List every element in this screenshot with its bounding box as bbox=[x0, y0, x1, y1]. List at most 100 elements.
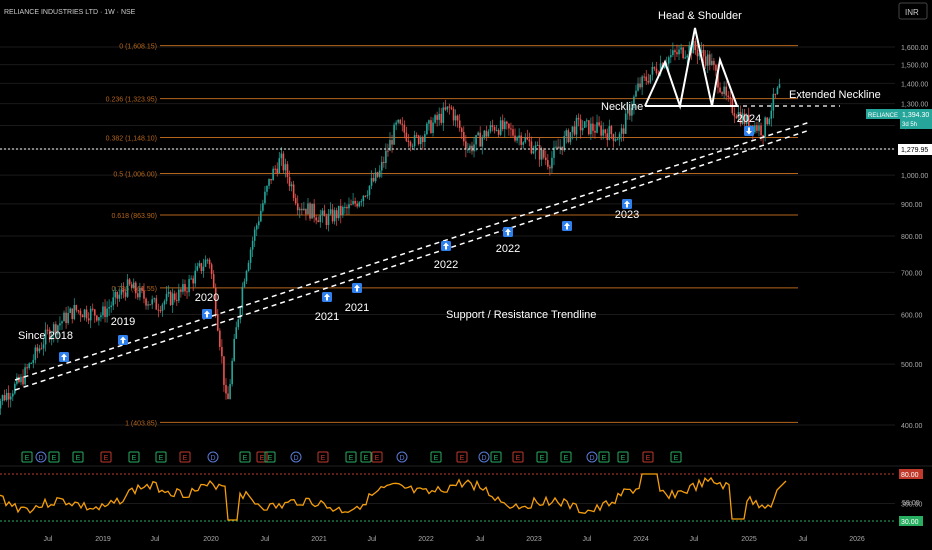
candle-body bbox=[405, 132, 408, 141]
candle-body bbox=[485, 130, 488, 137]
candle-body bbox=[266, 185, 268, 192]
candle-body bbox=[14, 383, 16, 394]
head-shoulder-label: Head & Shoulder bbox=[658, 10, 742, 22]
candle-body bbox=[301, 208, 303, 211]
event-marker[interactable]: D bbox=[290, 451, 302, 463]
candle-body bbox=[772, 93, 775, 111]
candle-body bbox=[22, 376, 24, 385]
candle-body bbox=[46, 329, 49, 331]
candle-body bbox=[538, 145, 541, 160]
candle-body bbox=[571, 126, 574, 133]
event-marker[interactable]: E bbox=[490, 451, 502, 463]
price-tick-label: 300.00 bbox=[901, 501, 923, 508]
event-marker[interactable]: E bbox=[536, 451, 548, 463]
candle-body bbox=[231, 360, 233, 385]
candle-body bbox=[663, 64, 666, 69]
price-tick-label: 1,600.00 bbox=[901, 45, 928, 52]
event-marker[interactable]: E bbox=[617, 451, 629, 463]
candle-body bbox=[350, 204, 352, 206]
candle-body bbox=[212, 274, 215, 288]
candle-body bbox=[319, 215, 322, 223]
last-price-tag: RELIANCE 1,394.30 3d 5h bbox=[866, 109, 932, 129]
candle-body bbox=[419, 137, 422, 145]
event-marker[interactable]: E bbox=[456, 451, 468, 463]
candle-body bbox=[559, 146, 561, 149]
event-marker[interactable]: E bbox=[256, 451, 268, 463]
event-marker[interactable]: E bbox=[48, 451, 60, 463]
candle-body bbox=[600, 125, 602, 136]
candle-body bbox=[776, 87, 779, 95]
candle-body bbox=[428, 120, 430, 124]
candle-body bbox=[57, 325, 59, 335]
event-marker[interactable]: E bbox=[72, 451, 84, 463]
candle-body bbox=[311, 203, 313, 219]
candle-body bbox=[145, 298, 147, 306]
candle-body bbox=[141, 287, 143, 291]
candle-body bbox=[329, 209, 332, 214]
event-marker[interactable]: D bbox=[396, 451, 408, 463]
event-marker[interactable]: E bbox=[560, 451, 572, 463]
currency-button[interactable]: INR bbox=[898, 2, 928, 20]
candle-body bbox=[208, 259, 211, 265]
event-marker[interactable]: E bbox=[179, 451, 191, 463]
event-marker[interactable]: E bbox=[512, 451, 524, 463]
candle-body bbox=[71, 308, 74, 320]
event-marker[interactable]: E bbox=[21, 451, 33, 463]
touch-marker bbox=[352, 283, 362, 293]
event-marker[interactable]: E bbox=[264, 451, 276, 463]
time-tick-label: 2019 bbox=[95, 536, 111, 543]
candle-body bbox=[114, 291, 117, 298]
event-marker-label: E bbox=[564, 455, 569, 462]
time-tick-label: Jul bbox=[261, 536, 270, 543]
price-tick-label: 1,000.00 bbox=[901, 173, 928, 180]
event-marker[interactable]: E bbox=[670, 451, 682, 463]
event-marker[interactable]: E bbox=[155, 451, 167, 463]
event-marker[interactable]: E bbox=[239, 451, 251, 463]
candle-body bbox=[614, 139, 617, 141]
event-marker[interactable]: E bbox=[360, 451, 372, 463]
event-marker[interactable]: D bbox=[586, 451, 598, 463]
event-marker-label: E bbox=[674, 455, 679, 462]
time-tick-label: Jul bbox=[799, 536, 808, 543]
touch-year-label: 2019 bbox=[111, 316, 135, 328]
candle-body bbox=[237, 319, 240, 328]
candle-body bbox=[462, 132, 465, 142]
event-marker[interactable]: E bbox=[317, 451, 329, 463]
event-marker[interactable]: D bbox=[207, 451, 219, 463]
candle-body bbox=[495, 130, 498, 132]
event-marker[interactable]: D bbox=[35, 451, 47, 463]
event-marker[interactable]: E bbox=[371, 451, 383, 463]
candle-body bbox=[491, 125, 494, 128]
reference-price-tag: 1,279.95 bbox=[898, 144, 932, 155]
candle-body bbox=[118, 294, 121, 299]
event-marker[interactable]: E bbox=[598, 451, 610, 463]
price-tick-label: 900.00 bbox=[901, 202, 923, 209]
candle-body bbox=[417, 135, 420, 145]
candle-body bbox=[421, 137, 424, 143]
candle-body bbox=[296, 203, 299, 211]
candle-body bbox=[469, 145, 471, 150]
candle-body bbox=[5, 392, 8, 401]
candle-body bbox=[98, 317, 100, 321]
time-axis[interactable]: Jul 2019 Jul 2020 Jul 2021 Jul 2022 Jul 2023 Jul 20… bbox=[44, 536, 865, 543]
candle-body bbox=[762, 135, 764, 137]
candle-body bbox=[52, 324, 55, 335]
candle-body bbox=[34, 347, 37, 360]
event-marker[interactable]: E bbox=[100, 451, 112, 463]
event-marker[interactable]: D bbox=[478, 451, 490, 463]
candle-body bbox=[175, 299, 178, 301]
candle-body bbox=[163, 301, 166, 305]
candle-body bbox=[532, 151, 535, 154]
event-marker[interactable]: E bbox=[430, 451, 442, 463]
event-marker[interactable]: E bbox=[345, 451, 357, 463]
candle-body bbox=[770, 110, 773, 119]
event-marker[interactable]: E bbox=[128, 451, 140, 463]
candle-body bbox=[20, 376, 22, 383]
event-marker[interactable]: E bbox=[642, 451, 654, 463]
candle-body bbox=[67, 312, 69, 324]
candle-body bbox=[16, 376, 18, 384]
candle-body bbox=[450, 107, 453, 109]
event-marker-label: E bbox=[183, 455, 188, 462]
